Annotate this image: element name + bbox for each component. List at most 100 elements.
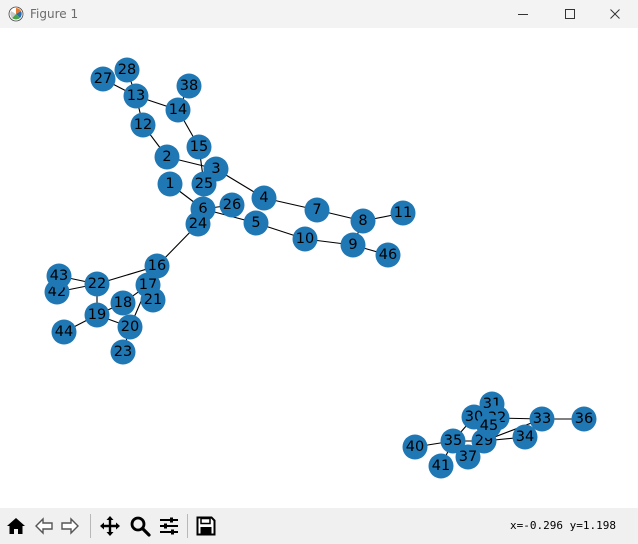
node-circle xyxy=(512,424,538,450)
node-circle xyxy=(292,226,318,252)
node-circle xyxy=(340,232,366,258)
node-circle xyxy=(186,134,212,160)
node-circle xyxy=(110,339,136,365)
node-circle xyxy=(84,302,110,328)
node-circle xyxy=(140,287,166,313)
node-5: 5 xyxy=(243,210,269,236)
node-label: 22 xyxy=(88,276,106,292)
node-circle xyxy=(123,83,149,109)
node-27: 27 xyxy=(90,66,116,92)
node-circle xyxy=(476,413,502,439)
node-circle xyxy=(110,290,136,316)
node-circle xyxy=(154,144,180,170)
node-circle xyxy=(157,171,183,197)
node-circle xyxy=(243,210,269,236)
node-label: 12 xyxy=(134,117,152,133)
node-23: 23 xyxy=(110,339,136,365)
navigation-toolbar: x=-0.296 y=1.198 xyxy=(0,508,638,544)
node-circle xyxy=(51,319,77,345)
node-label: 7 xyxy=(312,202,321,218)
maximize-icon xyxy=(565,9,575,19)
node-label: 45 xyxy=(480,418,498,434)
node-label: 5 xyxy=(251,215,260,231)
toolbar-separator xyxy=(90,514,91,538)
node-circle xyxy=(144,253,170,279)
home-button[interactable] xyxy=(4,514,28,538)
node-circle xyxy=(90,66,116,92)
node-label: 11 xyxy=(394,205,412,221)
minimize-button[interactable] xyxy=(500,0,546,28)
node-25: 25 xyxy=(191,171,217,197)
node-label: 1 xyxy=(165,176,174,192)
close-icon xyxy=(610,9,620,19)
node-label: 10 xyxy=(296,231,314,247)
node-circle xyxy=(440,428,466,454)
node-37: 37 xyxy=(455,444,481,470)
node-26: 26 xyxy=(219,192,245,218)
figure-canvas[interactable]: 1 2 3 4 5 6 7 8 9 10 11 12 13 14 15 16 17 18 19 20 21 22 23 24 2… xyxy=(0,28,638,508)
back-button[interactable] xyxy=(32,514,56,538)
node-label: 13 xyxy=(127,88,145,104)
node-label: 8 xyxy=(358,213,367,229)
node-4: 4 xyxy=(251,185,277,211)
node-label: 9 xyxy=(348,237,357,253)
pan-button[interactable] xyxy=(98,514,122,538)
node-label: 27 xyxy=(94,71,112,87)
node-label: 38 xyxy=(180,78,198,94)
node-21: 21 xyxy=(140,287,166,313)
node-circle xyxy=(350,208,376,234)
zoom-magnifier-icon xyxy=(130,516,151,537)
node-label: 46 xyxy=(379,247,397,263)
node-7: 7 xyxy=(304,197,330,223)
node-13: 13 xyxy=(123,83,149,109)
node-20: 20 xyxy=(117,314,143,340)
node-label: 18 xyxy=(114,295,132,311)
node-circle xyxy=(390,200,416,226)
node-circle xyxy=(84,271,110,297)
maximize-button[interactable] xyxy=(547,0,593,28)
node-16: 16 xyxy=(144,253,170,279)
node-circle xyxy=(402,434,428,460)
node-46: 46 xyxy=(375,242,401,268)
node-label: 21 xyxy=(144,292,162,308)
node-11: 11 xyxy=(390,200,416,226)
node-circle xyxy=(428,453,454,479)
node-label: 37 xyxy=(459,449,477,465)
forward-button[interactable] xyxy=(58,514,82,538)
node-2: 2 xyxy=(154,144,180,170)
node-label: 23 xyxy=(114,344,132,360)
node-45: 45 xyxy=(476,413,502,439)
node-circle xyxy=(251,185,277,211)
node-label: 6 xyxy=(198,201,207,217)
node-14: 14 xyxy=(165,97,191,123)
node-34: 34 xyxy=(512,424,538,450)
node-label: 16 xyxy=(148,258,166,274)
node-label: 19 xyxy=(88,307,106,323)
cursor-coordinates: x=-0.296 y=1.198 xyxy=(510,519,616,532)
node-label: 3 xyxy=(211,161,220,177)
zoom-button[interactable] xyxy=(128,514,152,538)
node-label: 28 xyxy=(118,62,136,78)
node-label: 36 xyxy=(575,411,593,427)
close-button[interactable] xyxy=(592,0,638,28)
window-title: Figure 1 xyxy=(30,7,79,21)
node-label: 44 xyxy=(55,324,73,340)
node-circle xyxy=(165,97,191,123)
node-15: 15 xyxy=(186,134,212,160)
node-label: 41 xyxy=(432,458,450,474)
save-button[interactable] xyxy=(194,514,218,538)
node-label: 33 xyxy=(533,411,551,427)
node-circle xyxy=(571,406,597,432)
minimize-icon xyxy=(518,14,528,15)
configure-subplots-button[interactable] xyxy=(157,514,181,538)
node-43: 43 xyxy=(46,263,72,289)
node-label: 35 xyxy=(444,433,462,449)
node-38: 38 xyxy=(176,73,202,99)
node-19: 19 xyxy=(84,302,110,328)
node-circle xyxy=(191,171,217,197)
node-label: 40 xyxy=(406,439,424,455)
pan-move-icon xyxy=(100,516,120,536)
node-label: 24 xyxy=(189,216,207,232)
